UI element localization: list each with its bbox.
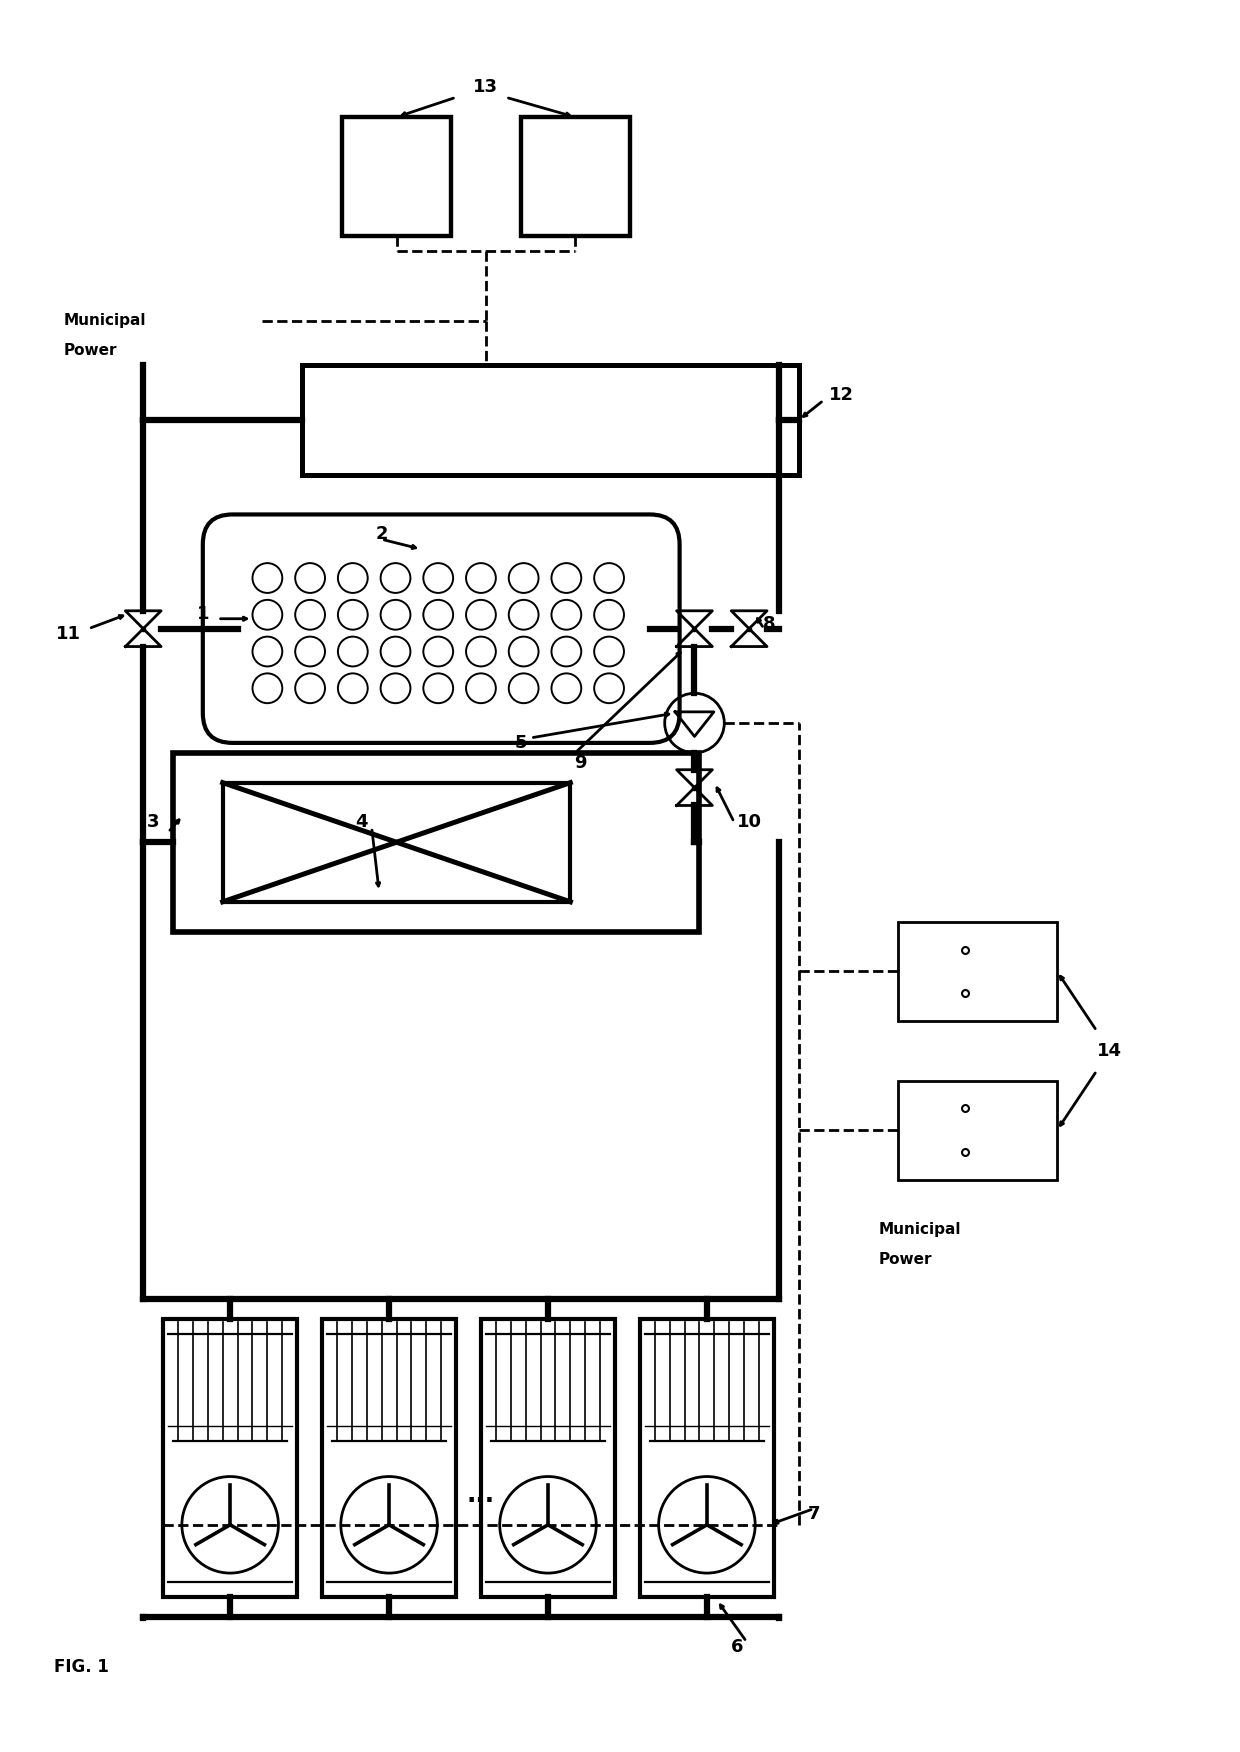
Text: FIG. 1: FIG. 1 [53,1657,109,1675]
Bar [174,753,699,932]
Bar [898,922,1056,1021]
Text: 2: 2 [376,526,388,543]
Text: 8: 8 [763,615,775,632]
Text: ...: ... [466,1482,495,1507]
Text: 5: 5 [515,734,527,752]
Text: 13: 13 [474,79,498,96]
Bar [898,1081,1056,1179]
Bar [521,117,630,237]
Bar [223,783,570,902]
Text: 11: 11 [56,625,82,643]
Text: 10: 10 [737,813,761,832]
Text: 12: 12 [828,385,853,405]
Text: 1: 1 [197,604,210,622]
Text: 14: 14 [1096,1042,1122,1060]
Bar [481,1319,615,1598]
Text: Power: Power [878,1253,931,1267]
Bar [640,1319,774,1598]
Bar [322,1319,456,1598]
Text: Municipal: Municipal [63,314,146,328]
Bar [303,366,799,475]
Bar [164,1319,298,1598]
Text: 9: 9 [574,753,587,773]
Text: 7: 7 [807,1505,820,1522]
Text: 6: 6 [730,1638,743,1656]
Text: 4: 4 [356,813,368,832]
Text: 3: 3 [146,813,160,832]
Text: Power: Power [63,343,118,357]
Bar [342,117,451,237]
Text: Municipal: Municipal [878,1223,961,1237]
